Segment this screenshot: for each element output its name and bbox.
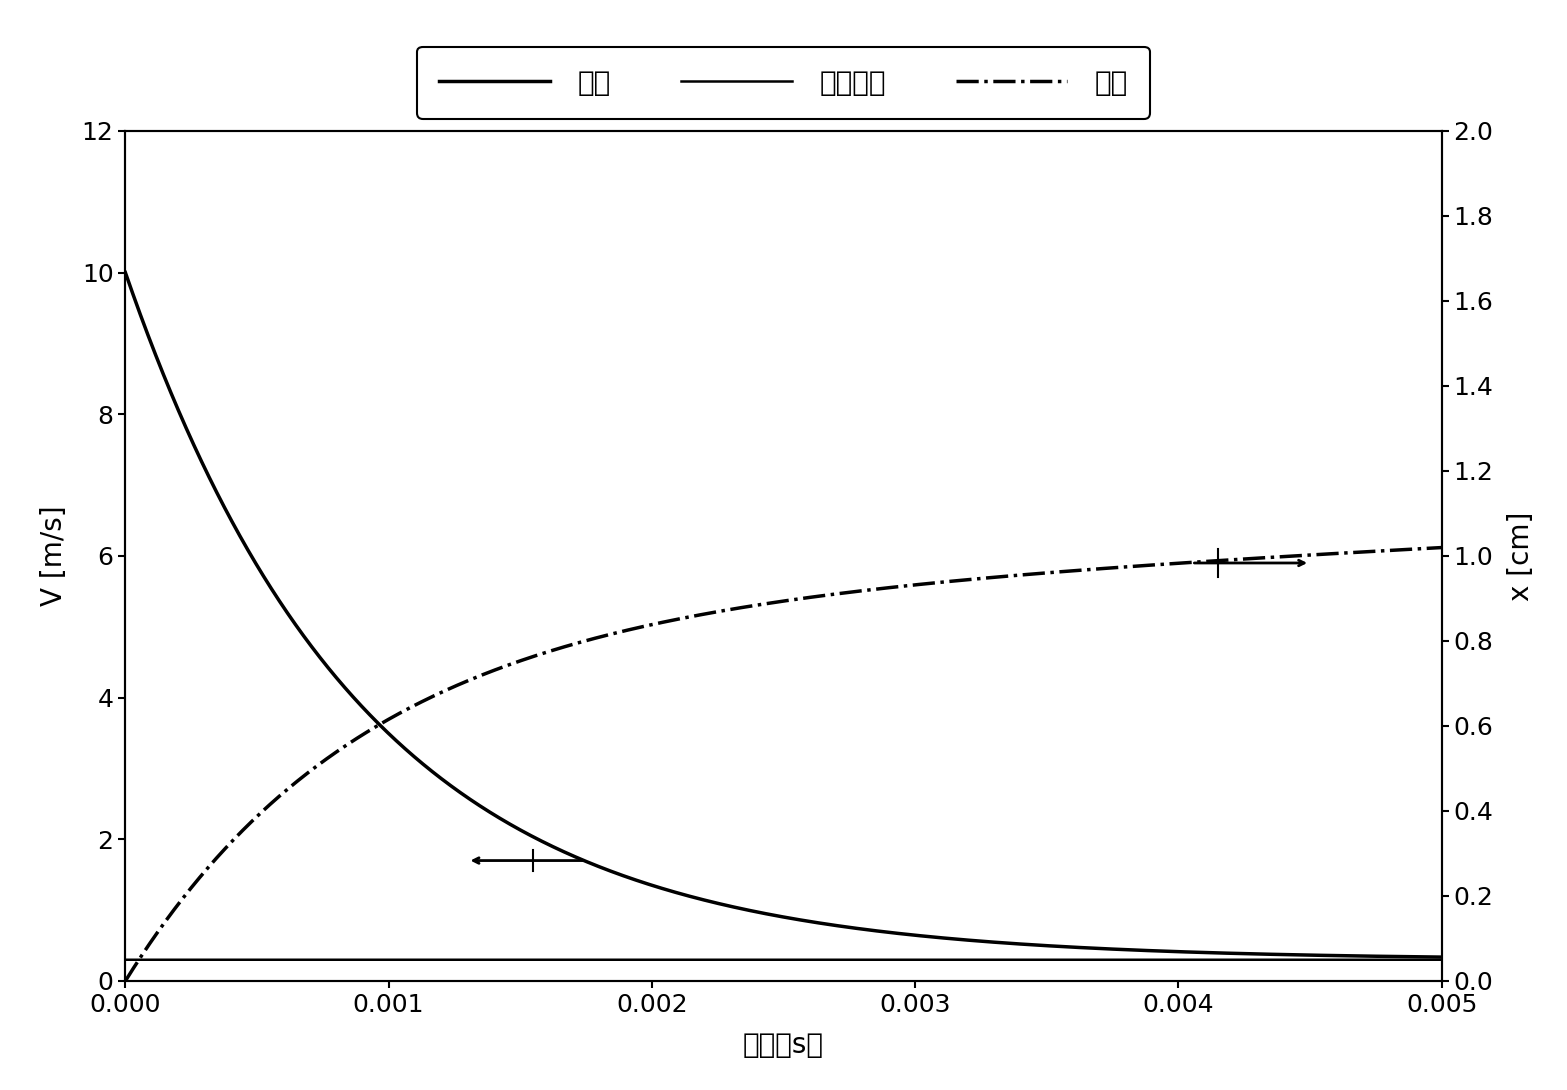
X-axis label: 时间（s）: 时间（s） — [743, 1031, 824, 1058]
速度 — [906, 929, 925, 942]
速度 — [1432, 950, 1451, 964]
终了速度 — [619, 953, 638, 967]
距离 — [356, 727, 375, 740]
Line: 距离: 距离 — [125, 547, 1442, 981]
速度 — [116, 266, 135, 279]
速度 — [356, 703, 375, 716]
终了速度 — [116, 953, 135, 967]
速度 — [619, 871, 638, 884]
Legend: 速度, 终了速度, 距离: 速度, 终了速度, 距离 — [417, 47, 1150, 119]
距离 — [972, 572, 990, 585]
距离 — [1432, 541, 1451, 554]
速度 — [1098, 943, 1117, 956]
终了速度 — [972, 953, 990, 967]
终了速度 — [1432, 953, 1451, 967]
距离 — [1098, 561, 1117, 574]
Line: 速度: 速度 — [125, 272, 1442, 957]
终了速度 — [356, 953, 375, 967]
终了速度 — [1098, 953, 1117, 967]
终了速度 — [1199, 953, 1218, 967]
距离 — [619, 623, 638, 637]
距离 — [1199, 555, 1218, 568]
终了速度 — [906, 953, 925, 967]
Y-axis label: V [m/s]: V [m/s] — [39, 506, 67, 606]
距离 — [906, 579, 925, 592]
速度 — [1199, 946, 1218, 959]
距离 — [116, 974, 135, 988]
速度 — [972, 934, 990, 947]
Y-axis label: x [cm]: x [cm] — [1507, 511, 1536, 601]
